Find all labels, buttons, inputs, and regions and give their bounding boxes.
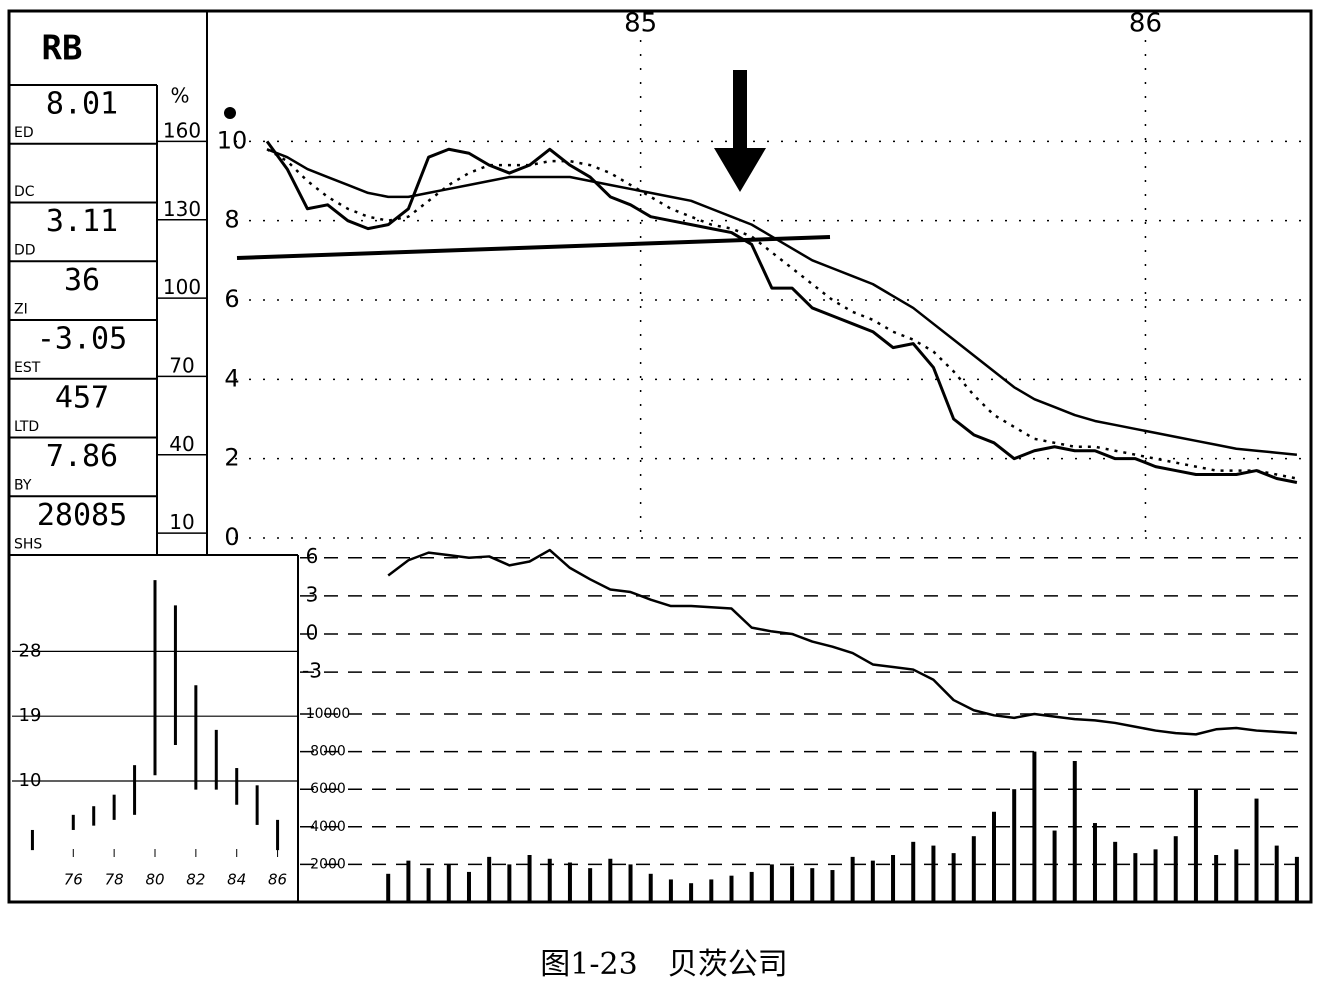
marker [224,107,236,119]
bar [1274,845,1279,902]
bar [1173,836,1178,902]
stat-value: -3.05 [37,322,127,357]
bar [547,858,552,902]
bar [1032,751,1037,902]
bar [1092,823,1097,902]
y-tick-label: 4 [224,364,239,392]
bar [608,858,613,902]
bar [1052,830,1057,902]
bar [729,875,734,902]
bar [891,855,896,902]
percent-tick: 130 [163,197,201,221]
bar [668,879,673,902]
bar [648,873,653,902]
bar [749,871,754,902]
bar [971,836,976,902]
y-tick-label: 0 [224,523,239,551]
bar [850,856,855,902]
stat-label: DD [14,243,36,259]
bar [1193,789,1198,902]
trend-line [236,235,831,260]
percent-tick: 40 [169,432,194,456]
series-line [266,148,1298,480]
y-tick-label: 0 [306,620,319,644]
bar [466,871,471,902]
bar [769,864,774,902]
bar [588,868,593,902]
bar [1012,789,1017,902]
stat-value: 457 [55,380,109,415]
stat-value: 3.11 [46,204,118,239]
x-tick-label: 86 [268,871,287,889]
stat-label: SHS [14,536,42,552]
bar [1294,856,1299,902]
y-tick-label: 10 [217,126,248,154]
bar [1153,849,1158,902]
stat-value: 8.01 [46,87,118,122]
stat-label: LTD [14,419,39,435]
stat-value: 28085 [37,498,127,533]
bar [1133,853,1138,902]
x-tick-label: 86 [1129,9,1162,39]
y-tick-label: 6 [306,544,319,568]
stat-label: DC [14,184,35,200]
x-tick-label: 82 [186,871,205,889]
bar [1072,761,1077,902]
x-tick-label: 78 [105,871,124,889]
bar [870,860,875,902]
percent-tick: 100 [163,275,201,299]
bar [426,868,431,902]
percent-tick: 10 [169,510,194,534]
frame [7,9,1313,904]
symbol: RB [42,29,83,69]
percent-title: % [170,84,189,108]
series-line [265,140,1298,484]
bar [790,866,795,902]
x-tick-label: 84 [227,871,246,889]
bar [1254,798,1259,902]
x-tick-label: 76 [64,871,83,889]
percent-tick: 160 [163,119,201,143]
y-tick-label: 3 [306,582,319,606]
bar [1113,841,1118,902]
stat-label: ED [14,125,34,141]
bar [931,845,936,902]
bar [689,883,694,902]
stat-value: 7.86 [46,439,118,474]
stat-value: 36 [64,263,100,298]
bar [507,864,512,902]
stat-label: BY [14,478,32,494]
stat-label: ZI [14,301,28,317]
y-tick-label: 8 [224,206,239,234]
bar [628,864,633,902]
x-tick-label: 85 [624,9,657,39]
bar [446,864,451,902]
series-line [387,548,1297,736]
bar [406,860,411,902]
bar [951,853,956,902]
bar [1214,855,1219,902]
caption: 图1-23 贝茨公司 [540,947,787,982]
bar [527,855,532,902]
bar [487,856,492,902]
bar [1234,849,1239,902]
y-tick-label: 2 [224,444,239,472]
bar [830,870,835,902]
x-tick-label: 80 [145,871,164,889]
bar [992,811,997,902]
bar [911,841,916,902]
bar [810,868,815,902]
series-line [266,148,1298,456]
arrow-head [714,148,766,192]
stat-label: EST [14,360,41,376]
bar [567,862,572,902]
bar [709,879,714,902]
y-tick-label: -3 [302,659,322,683]
y-tick-label: 6 [224,285,239,313]
percent-tick: 70 [169,354,194,378]
bar [386,873,391,902]
